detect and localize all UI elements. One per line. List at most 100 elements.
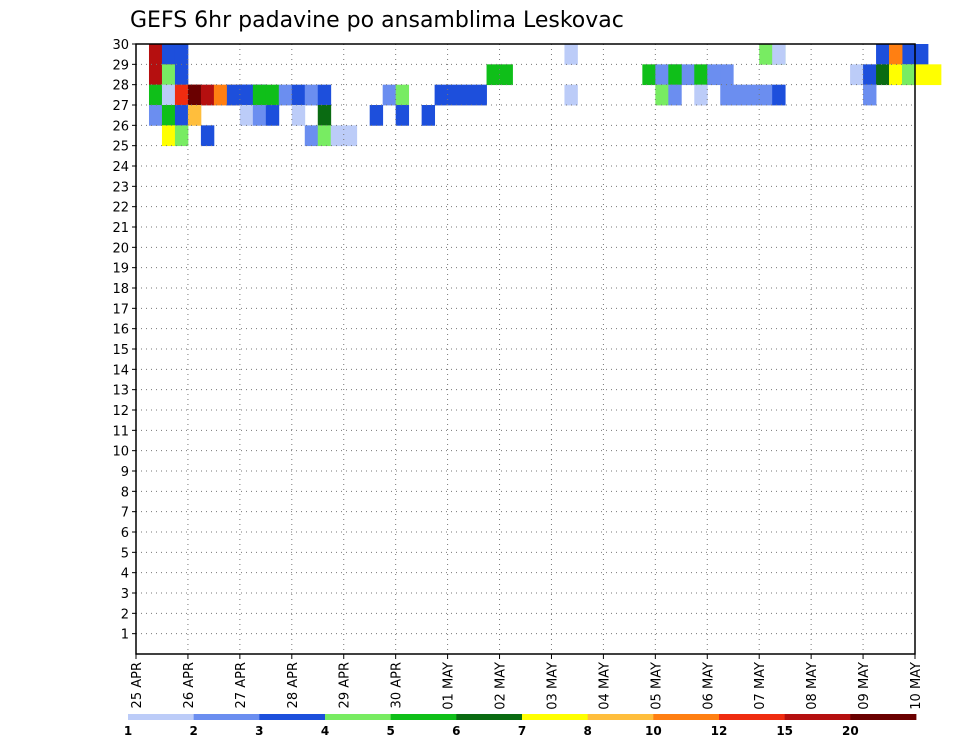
y-tick-label: 27 xyxy=(112,99,129,114)
heatmap-cell xyxy=(148,84,163,106)
x-tick-label: 06 MAY xyxy=(701,662,716,710)
heatmap-cell xyxy=(382,84,397,106)
colorbar-swatch xyxy=(784,714,851,720)
y-tick-label: 18 xyxy=(112,282,129,297)
chart-title: GEFS 6hr padavine po ansamblima Leskovac xyxy=(130,8,624,33)
y-tick-label: 19 xyxy=(112,262,129,277)
heatmap-cell xyxy=(668,84,682,106)
heatmap-cell xyxy=(499,64,513,86)
colorbar-swatch xyxy=(456,714,523,720)
x-tick-label: 01 MAY xyxy=(442,662,457,710)
heatmap-cell xyxy=(876,64,890,86)
colorbar-tick-label: 20 xyxy=(842,724,859,738)
colorbar-tick-label: 1 xyxy=(124,724,132,738)
colorbar-tick-label: 3 xyxy=(255,724,263,738)
x-tick-label: 29 APR xyxy=(338,662,353,708)
heatmap-cell xyxy=(174,125,189,147)
x-tick-label: 25 APR xyxy=(130,662,145,708)
y-tick-label: 14 xyxy=(112,363,129,378)
x-tick-label: 03 MAY xyxy=(545,662,560,710)
y-tick-label: 9 xyxy=(121,465,129,480)
y-tick-label: 25 xyxy=(112,140,129,155)
y-tick-label: 21 xyxy=(112,221,129,236)
heatmap-cell xyxy=(265,105,280,126)
heatmap-cell xyxy=(304,125,319,147)
colorbar-swatch xyxy=(193,714,260,720)
grid-lines xyxy=(136,44,915,654)
heatmap-cell xyxy=(265,84,280,106)
heatmap-cell xyxy=(252,84,267,106)
heatmap-cell xyxy=(772,44,786,65)
heatmap-cell xyxy=(304,84,319,106)
heatmap-cell xyxy=(161,105,176,126)
x-tick-label: 08 MAY xyxy=(805,662,820,710)
x-tick-label: 07 MAY xyxy=(753,662,768,710)
x-tick-label: 05 MAY xyxy=(649,662,664,710)
heatmap-cell xyxy=(668,64,682,86)
colorbar-swatch xyxy=(719,714,786,720)
heatmap-cell xyxy=(200,84,215,106)
heatmap-cell xyxy=(863,84,877,106)
heatmap-cell xyxy=(317,125,332,147)
y-tick-label: 23 xyxy=(112,180,129,195)
colorbar-tick-label: 15 xyxy=(776,724,793,738)
x-tick-label: 04 MAY xyxy=(597,662,612,710)
heatmap-cell xyxy=(161,44,176,65)
heatmap-cell xyxy=(278,84,293,106)
x-tick-label: 10 MAY xyxy=(909,662,924,710)
colorbar: 1 2 3 4 5 6 7 8 10 12 15 20 xyxy=(124,714,917,738)
colorbar-tick-label: 7 xyxy=(518,724,526,738)
y-tick-label: 10 xyxy=(112,445,129,460)
colorbar-tick-label: 10 xyxy=(645,724,662,738)
y-tick-label: 12 xyxy=(112,404,129,419)
heatmap-cell xyxy=(395,105,410,126)
y-tick-label: 15 xyxy=(112,343,129,358)
heatmap-cell xyxy=(694,84,708,106)
y-tick-label: 30 xyxy=(112,38,129,53)
colorbar-swatch xyxy=(587,714,654,720)
x-tick-label: 28 APR xyxy=(286,662,301,708)
heatmap-cell xyxy=(434,84,487,106)
heatmap-cell xyxy=(317,105,332,126)
heatmap-cell xyxy=(655,84,669,106)
y-tick-label: 17 xyxy=(112,302,129,317)
heatmap-cell xyxy=(889,44,903,65)
heatmap-cell xyxy=(863,64,877,86)
heatmap-cell xyxy=(174,105,189,126)
colorbar-swatch xyxy=(522,714,589,720)
heatmap-cell xyxy=(642,64,656,86)
y-tick-label: 28 xyxy=(112,79,129,94)
colorbar-swatch xyxy=(259,714,326,720)
heatmap-cell xyxy=(200,125,215,147)
colorbar-tick-label: 2 xyxy=(189,724,197,738)
heatmap-cell xyxy=(720,64,734,86)
heatmap-cell xyxy=(174,64,189,86)
colorbar-tick-label: 4 xyxy=(321,724,329,738)
x-tick-label: 30 APR xyxy=(390,662,405,708)
heatmap-cell xyxy=(902,64,916,86)
plot-frame xyxy=(135,43,916,655)
heatmap-cell xyxy=(564,44,578,65)
colorbar-swatch xyxy=(128,714,195,720)
y-tick-label: 1 xyxy=(121,628,129,643)
heatmap-cell xyxy=(291,84,306,106)
colorbar-tick-label: 12 xyxy=(711,724,728,738)
x-tick-label: 02 MAY xyxy=(494,662,509,710)
y-tick-label: 22 xyxy=(112,201,129,216)
colorbar-tick-label: 8 xyxy=(583,724,591,738)
heatmap-cell xyxy=(161,64,176,86)
heatmap-cell xyxy=(421,105,436,126)
y-tick-label: 26 xyxy=(112,119,129,134)
colorbar-swatch xyxy=(653,714,720,720)
x-axis: 25 APR 26 APR 27 APR 28 APR 29 APR 30 APR 01 M… xyxy=(130,654,924,710)
heatmap-cell xyxy=(694,64,708,86)
heatmap-cell xyxy=(564,84,578,106)
heatmap-cell xyxy=(486,64,500,86)
heatmap-cell xyxy=(187,105,202,126)
y-tick-label: 20 xyxy=(112,241,129,256)
heatmap-cell xyxy=(707,64,721,86)
heatmap-cell xyxy=(395,84,410,106)
y-tick-label: 29 xyxy=(112,58,129,73)
y-tick-label: 8 xyxy=(121,485,129,500)
